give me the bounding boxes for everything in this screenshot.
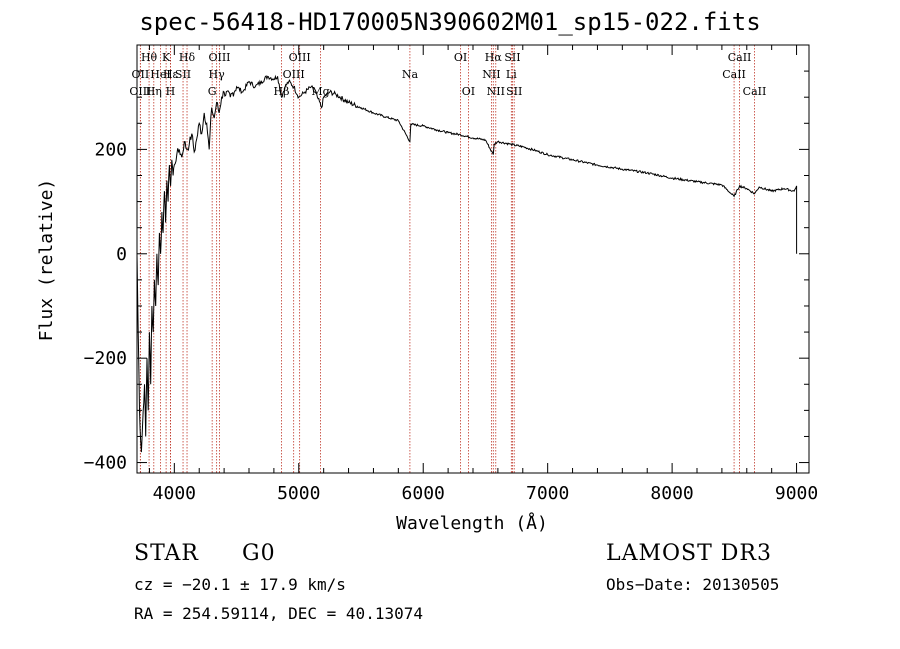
x-tick-label: 6000 xyxy=(402,483,445,504)
spectral-line-label: Hθ xyxy=(141,51,158,64)
redshift-cz: cz = −20.1 ± 17.9 km/s xyxy=(134,575,346,594)
spectral-line-label: CaII xyxy=(728,51,752,64)
spectral-line-label: SII xyxy=(506,85,522,98)
spectral-line-label: OIII xyxy=(208,51,230,64)
y-tick-label: 0 xyxy=(116,244,127,265)
spectral-line-label: OIII xyxy=(129,85,151,98)
y-axis-label: Flux (relative) xyxy=(36,179,57,342)
survey-name: LAMOST DR3 xyxy=(606,541,772,566)
spectral-line-label: NII xyxy=(487,85,505,98)
y-tick-label: 200 xyxy=(94,139,127,160)
plot-frame xyxy=(136,44,810,474)
spectral-line-label: SII xyxy=(175,68,191,81)
x-tick-label: 5000 xyxy=(277,483,320,504)
spectral-line-label: OIII xyxy=(283,68,305,81)
spectral-line-label: CaII xyxy=(743,85,767,98)
x-axis-label: Wavelength (Å) xyxy=(396,512,548,534)
chart-title: spec-56418-HD170005N390602M01_sp15-022.f… xyxy=(139,8,761,36)
spectral-line-label: Hε xyxy=(163,68,179,81)
object-subclass: G0 xyxy=(242,541,276,566)
spectral-line-label: OI xyxy=(454,51,467,64)
spectral-line-label: Hα xyxy=(485,51,503,64)
y-tick-label: −200 xyxy=(84,348,127,369)
spectral-line-label: Hγ xyxy=(209,68,226,81)
object-class: STAR xyxy=(134,541,199,566)
spectrum-line xyxy=(136,74,798,453)
spectral-line-label: K xyxy=(162,51,171,64)
spectral-line-label: H xyxy=(166,85,176,98)
spectral-line-label: NII xyxy=(482,68,500,81)
spectral-line-label: HeI xyxy=(150,68,170,81)
spectral-line-label: OIII xyxy=(289,51,311,64)
spectral-line-label: Hδ xyxy=(179,51,196,64)
spectral-line-label: Hβ xyxy=(274,85,290,98)
y-tick-label: −400 xyxy=(84,453,127,474)
spectral-line-label: SII xyxy=(504,51,520,64)
x-tick-label: 9000 xyxy=(775,483,818,504)
spectral-line-label: OII xyxy=(132,68,150,81)
coordinates: RA = 254.59114, DEC = 40.13074 xyxy=(134,604,423,623)
x-tick-label: 4000 xyxy=(153,483,196,504)
spectral-line-label: OI xyxy=(462,85,475,98)
x-tick-label: 7000 xyxy=(526,483,569,504)
obs-date: Obs−Date: 20130505 xyxy=(606,575,780,594)
spectral-line-label: G xyxy=(208,85,217,98)
spectral-line-label: CaII xyxy=(722,68,746,81)
spectral-line-label: Na xyxy=(402,68,419,81)
x-tick-label: 8000 xyxy=(650,483,693,504)
spectral-line-label: Li xyxy=(506,68,517,81)
spectral-line-label: Hη xyxy=(146,85,162,98)
